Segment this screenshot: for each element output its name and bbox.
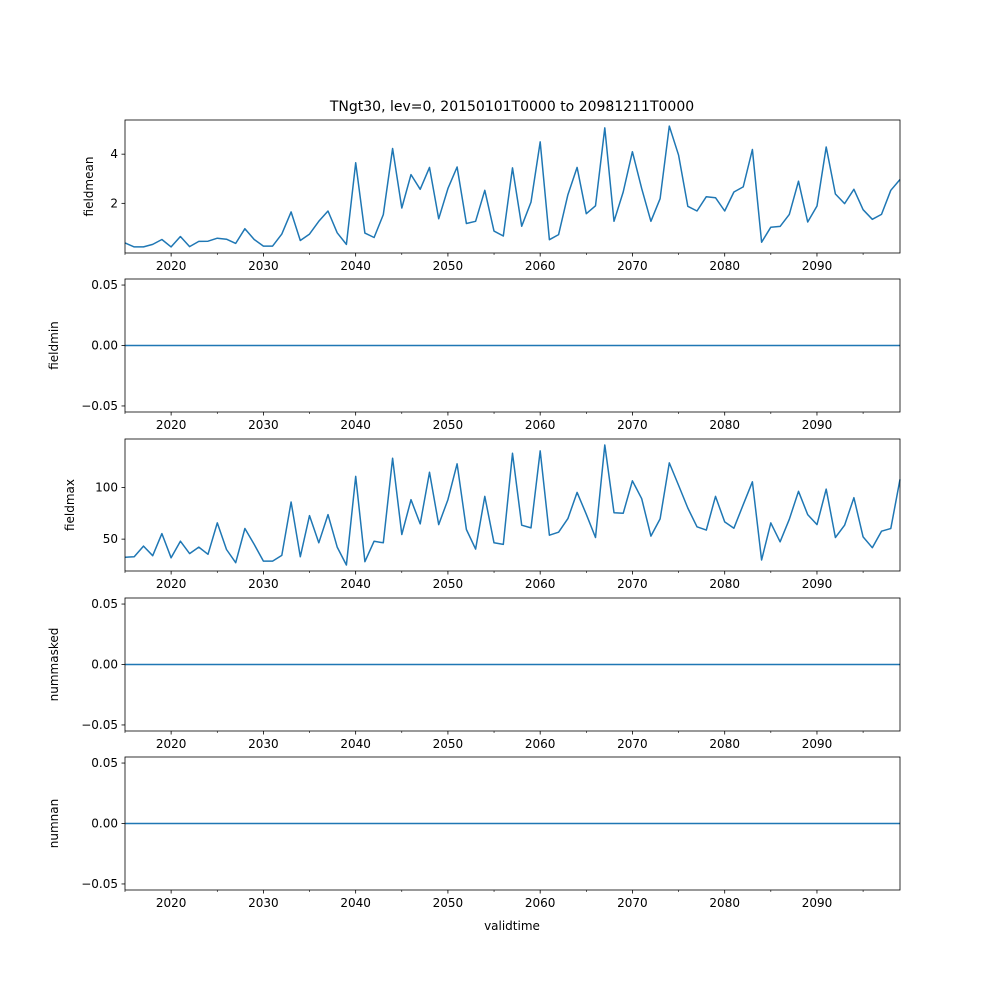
x-tick-label: 2040 [340,737,371,751]
nummasked-y-axis-label: nummasked [47,628,61,702]
x-tick-label: 2090 [802,737,833,751]
numnan-y-axis-label: numnan [47,799,61,848]
chart-title: TNgt30, lev=0, 20150101T0000 to 20981211… [329,99,694,115]
x-tick-label: 2060 [525,896,556,910]
x-tick-label: 2040 [340,896,371,910]
y-tick-label: 0.00 [91,658,118,672]
x-tick-label: 2060 [525,259,556,273]
x-tick-label: 2070 [617,577,648,591]
y-tick-label: 0.05 [91,756,118,770]
y-tick-label: 0.00 [91,339,118,353]
x-tick-label: 2040 [340,577,371,591]
x-tick-label: 2070 [617,259,648,273]
x-tick-label: 2030 [248,418,279,432]
y-tick-label: −0.05 [81,877,118,891]
x-tick-label: 2090 [802,259,833,273]
y-tick-label: 0.05 [91,278,118,292]
x-tick-label: 2050 [433,577,464,591]
x-tick-label: 2090 [802,577,833,591]
x-tick-label: 2030 [248,259,279,273]
fieldmean-series-line [124,125,901,248]
x-tick-label: 2050 [433,418,464,432]
fieldmax-y-axis-label: fieldmax [63,479,77,531]
x-tick-label: 2020 [156,577,187,591]
x-tick-label: 2080 [709,896,740,910]
x-tick-label: 2080 [709,259,740,273]
fieldmean-y-axis-label: fieldmean [82,157,96,217]
x-tick-label: 2050 [433,259,464,273]
y-tick-label: 4 [110,147,118,161]
x-tick-label: 2080 [709,418,740,432]
x-tick-label: 2020 [156,896,187,910]
fieldmax-axes-frame [124,438,901,572]
x-tick-label: 2020 [156,737,187,751]
y-tick-label: 2 [110,196,118,210]
fieldmax-series-line [124,444,901,566]
x-tick-label: 2070 [617,737,648,751]
x-tick-label: 2090 [802,418,833,432]
x-tick-label: 2070 [617,896,648,910]
x-tick-label: 2080 [709,577,740,591]
x-tick-label: 2070 [617,418,648,432]
x-tick-label: 2090 [802,896,833,910]
y-tick-label: 0.00 [91,817,118,831]
y-tick-label: −0.05 [81,399,118,413]
x-tick-label: 2060 [525,577,556,591]
x-tick-label: 2020 [156,418,187,432]
y-tick-label: 0.05 [91,597,118,611]
x-tick-label: 2060 [525,418,556,432]
x-tick-label: 2030 [248,896,279,910]
x-tick-label: 2050 [433,896,464,910]
fieldmin-y-axis-label: fieldmin [47,321,61,370]
x-tick-label: 2060 [525,737,556,751]
x-tick-label: 2030 [248,737,279,751]
fieldmean-axes-frame [124,119,901,254]
x-tick-label: 2080 [709,737,740,751]
x-tick-label: 2030 [248,577,279,591]
x-tick-label: 2040 [340,418,371,432]
x-tick-label: 2020 [156,259,187,273]
y-tick-label: 50 [103,532,118,546]
x-tick-label: 2050 [433,737,464,751]
y-tick-label: 100 [95,480,118,494]
x-tick-label: 2040 [340,259,371,273]
x-axis-label: validtime [484,919,540,933]
y-tick-label: −0.05 [81,718,118,732]
